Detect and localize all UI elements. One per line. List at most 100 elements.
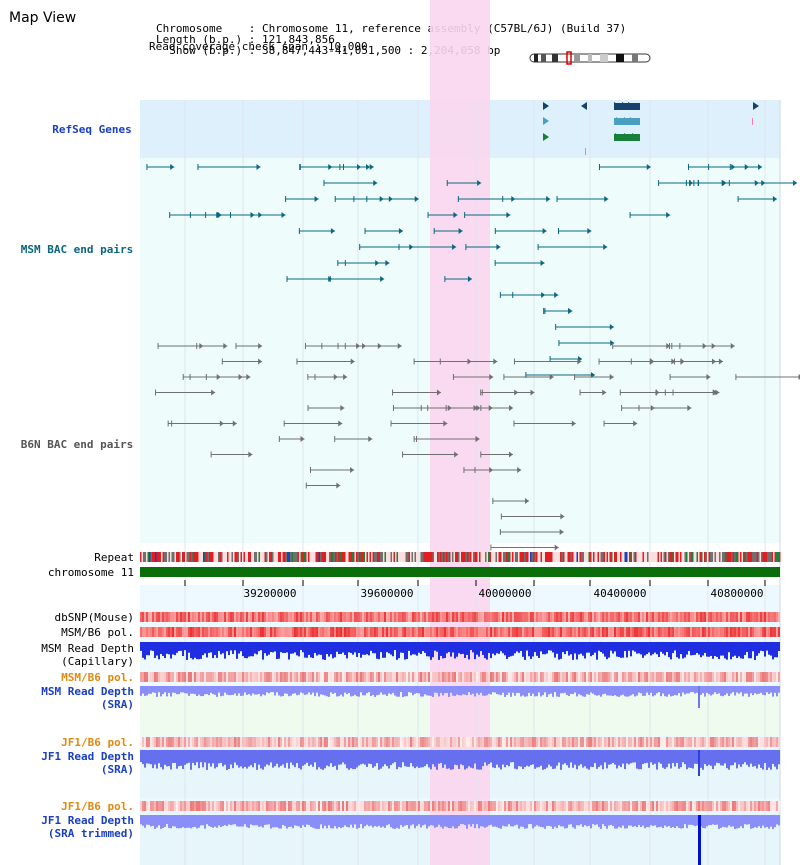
msm-b6-pol-strip	[594, 627, 596, 637]
jf1-pol-strip-2	[428, 801, 430, 811]
dbsnp-strip	[176, 612, 178, 622]
jf1-depth-sra-bar	[662, 750, 664, 768]
dbsnp-strip	[586, 612, 588, 622]
jf1-depth-trimmed-bar	[546, 815, 548, 826]
dbsnp-strip	[738, 612, 740, 622]
msm-depth-sra-bar	[542, 686, 544, 696]
jf1-pol-strip-2	[686, 801, 688, 811]
msm-depth-sra-bar	[398, 686, 400, 697]
msm-depth-capillary-bar	[248, 642, 250, 657]
jf1-pol-strip-2	[286, 801, 288, 811]
msm-depth-sra-bar	[684, 686, 686, 695]
jf1-pol-strip-1	[258, 737, 260, 747]
jf1-pol-strip-1	[278, 737, 280, 747]
msm-depth-sra-bar	[404, 686, 406, 697]
jf1-depth-trimmed-bar	[434, 815, 436, 828]
msm-b6-pol-strip	[230, 627, 232, 637]
msm-b6-pol-strip	[768, 627, 770, 637]
jf1-pol-strip-2	[730, 801, 732, 811]
jf1-depth-sra-bar	[636, 750, 638, 769]
jf1-depth-trimmed-bar	[188, 815, 190, 828]
msm-b6-pol-sra-strip	[296, 672, 298, 682]
jf1-pol-strip-2	[738, 801, 740, 811]
jf1-depth-sra-bar	[682, 750, 684, 763]
msm-b6-pol-strip	[544, 627, 546, 637]
msm-depth-capillary-bar	[464, 642, 466, 658]
dbsnp-strip	[240, 612, 242, 622]
dbsnp-strip	[152, 612, 154, 622]
jf1-depth-sra-bar	[768, 750, 770, 768]
msm-b6-pol-strip	[450, 627, 452, 637]
msm-depth-capillary-bar	[190, 642, 192, 659]
jf1-pol-strip-2	[284, 801, 286, 811]
jf1-pol-strip-2	[450, 801, 452, 811]
dbsnp-strip	[752, 612, 754, 622]
jf1-pol-strip-1	[532, 737, 534, 747]
msm-depth-sra-bar	[754, 686, 756, 694]
chromosome-ideogram[interactable]	[528, 51, 654, 65]
jf1-depth-sra-bar	[258, 750, 260, 765]
jf1-depth-trimmed-bar	[236, 815, 238, 827]
msm-b6-pol-strip	[188, 627, 190, 637]
jf1-pol-strip-2	[718, 801, 720, 811]
msm-b6-pol-sra-strip	[770, 672, 772, 682]
msm-b6-pol-strip	[176, 627, 178, 637]
jf1-depth-sra-bar	[632, 750, 634, 763]
msm-depth-sra-bar	[530, 686, 532, 696]
msm-b6-pol-sra-strip	[170, 672, 172, 682]
msm-depth-capillary-bar	[220, 642, 222, 655]
dbsnp-strip	[768, 612, 770, 622]
jf1-depth-sra-bar	[518, 750, 520, 767]
msm-b6-pol-sra-strip	[736, 672, 738, 682]
msm-depth-capillary-bar	[290, 642, 292, 654]
jf1-pol-strip-1	[732, 737, 734, 747]
msm-depth-capillary-bar	[482, 642, 484, 655]
jf1-pol-strip-2	[536, 801, 538, 811]
msm-depth-sra-bar	[670, 686, 672, 697]
msm-b6-pol-strip	[746, 627, 748, 637]
jf1-pol-strip-1	[426, 737, 428, 747]
msm-b6-pol-sra-strip	[366, 672, 368, 682]
jf1-depth-sra-bar	[498, 750, 500, 768]
jf1-pol-strip-1	[460, 737, 462, 747]
jf1-depth-trimmed-bar	[346, 815, 348, 827]
msm-b6-pol-sra-strip	[472, 672, 474, 682]
jf1-depth-sra-bar	[302, 750, 304, 766]
jf1-depth-trimmed-bar	[146, 815, 148, 825]
jf1-pol-strip-1	[636, 737, 638, 747]
jf1-depth-sra-bar	[668, 750, 670, 764]
jf1-depth-sra-bar	[320, 750, 322, 769]
jf1-pol-strip-1	[186, 737, 188, 747]
msm-depth-capillary-bar	[308, 642, 310, 655]
jf1-pol-strip-1	[354, 737, 356, 747]
jf1-depth-trimmed-bar	[330, 815, 332, 829]
msm-b6-pol-sra-strip	[644, 672, 646, 682]
jf1-pol-strip-1	[272, 737, 274, 747]
jf1-pol-strip-2	[282, 801, 284, 811]
msm-depth-capillary-bar	[764, 642, 766, 657]
msm-depth-sra-bar	[164, 686, 166, 693]
jf1-depth-sra-label-1: JF1 Read Depth	[41, 750, 134, 763]
jf1-depth-trimmed-bar	[606, 815, 608, 829]
msm-b6-pol-strip	[750, 627, 752, 637]
jf1-depth-trimmed-bar	[446, 815, 448, 828]
dbsnp-strip	[184, 612, 186, 622]
jf1-pol-label-1: JF1/B6 pol.	[61, 736, 134, 749]
jf1-depth-trimmed-bar	[776, 815, 778, 825]
jf1-depth-trimmed-bar	[444, 815, 446, 827]
msm-depth-sra-bar	[668, 686, 670, 695]
msm-depth-sra-bar	[636, 686, 638, 696]
jf1-pol-strip-1	[176, 737, 178, 747]
msm-b6-pol-sra-strip	[224, 672, 226, 682]
msm-b6-pol-sra-strip	[310, 672, 312, 682]
msm-b6-pol-sra-label: MSM/B6 pol.	[61, 671, 134, 684]
axis-tick-label: 40800000	[711, 587, 764, 600]
dbsnp-strip	[480, 612, 482, 622]
dbsnp-strip	[416, 612, 418, 622]
msm-b6-pol-strip	[630, 627, 632, 637]
jf1-depth-trimmed-bar	[718, 815, 720, 829]
msm-depth-sra-bar	[504, 686, 506, 697]
jf1-depth-trimmed-bar	[640, 815, 642, 828]
jf1-depth-sra-bar	[644, 750, 646, 764]
